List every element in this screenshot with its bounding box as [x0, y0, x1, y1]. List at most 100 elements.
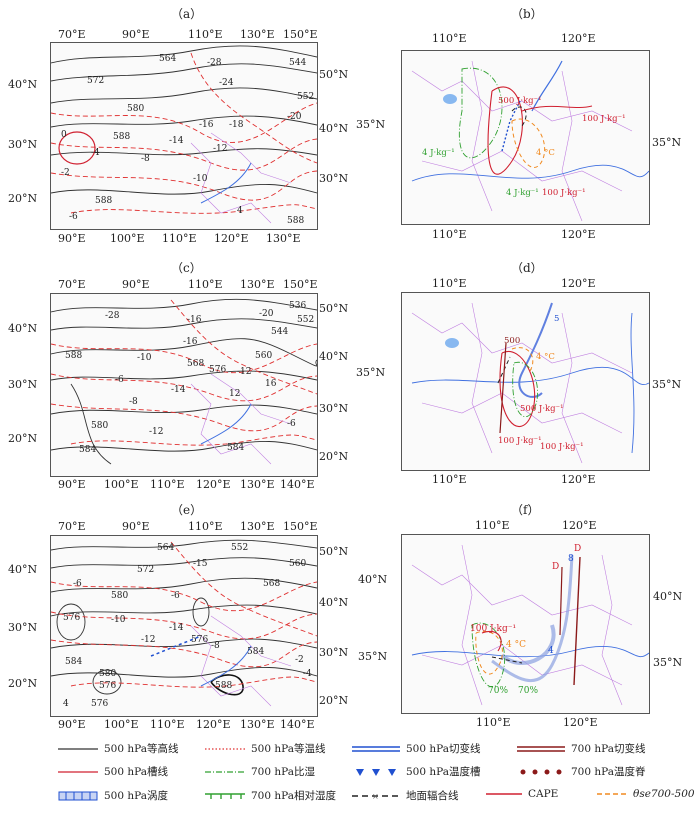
contour-label: -28 [207, 58, 222, 68]
tick: 140°E [280, 478, 315, 491]
annotation-label: 100 J·kg⁻¹ [540, 442, 584, 452]
contour-label: -12 [213, 144, 228, 154]
legend-item: 500 hPa涡度 [58, 788, 168, 803]
contour-label: 564 [157, 543, 174, 553]
legend-label: 700 hPa温度脊 [571, 766, 646, 778]
svg-text:×: × [372, 792, 379, 801]
contour-label: -28 [105, 311, 120, 321]
tick: 35°N [356, 366, 386, 379]
legend-swatch [205, 747, 245, 750]
tick: 120°E [561, 277, 596, 290]
legend-swatch [58, 791, 98, 800]
legend-label: 500 hPa等温线 [251, 743, 326, 755]
contour-label: 576 [63, 613, 80, 623]
legend-item: × 地面辐合线 [352, 788, 459, 803]
tick: 110°E [188, 520, 223, 533]
contour-label: 560 [289, 559, 306, 569]
tick: 120°E [561, 228, 596, 241]
legend-swatch [520, 769, 562, 774]
contour-label: 536 [289, 301, 306, 311]
legend-swatch [352, 745, 400, 752]
tick: 30°N [8, 621, 38, 634]
contour-label: 576 [99, 681, 116, 691]
map-d-svg: 500 4 °C 500 J·kg⁻¹ 100 J·kg⁻¹ 100 J·kg⁻… [411, 302, 649, 464]
tick: 90°E [58, 718, 86, 731]
annotation-label: 5 [554, 314, 559, 324]
tick: 110°E [188, 278, 223, 291]
tick: 150°E [283, 520, 318, 533]
tick: 120°E [561, 473, 596, 486]
legend-swatch [486, 793, 522, 795]
tick: 130°E [240, 718, 275, 731]
contour-label: 588 [113, 132, 130, 142]
contour-label: 572 [87, 76, 104, 86]
tick: 30°N [319, 172, 349, 185]
map-e-svg: 564 552 560 572 568 580 576 584 580 576 … [51, 539, 317, 709]
legend-label: θse700-500 [633, 788, 695, 800]
tick: 110°E [162, 232, 197, 245]
contour-label: 4 [237, 206, 243, 216]
contour-label: -10 [193, 174, 208, 184]
contour-label: 576 [91, 699, 108, 709]
legend-swatch [58, 770, 98, 773]
contour-label: 584 [247, 647, 264, 657]
tick: 110°E [432, 277, 467, 290]
map-panel-a: 564 572 580 588 588 -28 -24 -20 -16 -12 … [50, 42, 318, 230]
tick: 150°E [283, 278, 318, 291]
tick: 20°N [319, 450, 349, 463]
contour-label: 568 [187, 359, 204, 369]
tick: 40°N [319, 350, 349, 363]
tick: 120°E [196, 478, 231, 491]
map-c-svg: 536 544 552 560 568 576 584 584 588 580 … [51, 298, 317, 465]
annotation-label: 4 °C [536, 148, 555, 158]
contour-label: -6 [115, 375, 124, 385]
contour-label: -6 [171, 591, 180, 601]
tick: 130°E [240, 28, 275, 41]
contour-label: 4 [63, 699, 69, 709]
legend-swatch [517, 745, 565, 752]
map-panel-b: 500 J·kg⁻¹ 100 J·kg⁻¹ 4 J·kg⁻¹ 4 °C 4 J·… [401, 50, 650, 225]
panel-f-label: （f） [511, 503, 540, 517]
legend-label: 地面辐合线 [406, 790, 459, 802]
tick: 40°N [653, 590, 683, 603]
contour-label: -10 [137, 353, 152, 363]
contour-label: -6 [73, 579, 82, 589]
contour-label: 588 [287, 216, 304, 226]
legend-label: 700 hPa切变线 [571, 743, 646, 755]
map-f-svg: D D 8 100 J·kg⁻¹ 4 °C 4 70% 70% [411, 544, 649, 706]
tick: 110°E [432, 32, 467, 45]
contour-label: -16 [183, 337, 198, 347]
tick: 110°E [432, 473, 467, 486]
tick: 90°E [122, 278, 150, 291]
contour-label: -4 [91, 148, 100, 158]
contour-label: 580 [111, 591, 128, 601]
annotation-label: 4 J·kg⁻¹ [506, 188, 539, 198]
tick: 90°E [58, 232, 86, 245]
contour-label: -6 [287, 419, 296, 429]
contour-label: 564 [159, 54, 176, 64]
legend-item: 500 hPa温度槽 [352, 764, 481, 779]
contour-label: 552 [231, 543, 248, 553]
tick: 30°N [319, 402, 349, 415]
contour-label: -4 [303, 669, 312, 679]
legend-label: 500 hPa等高线 [104, 743, 179, 755]
contour-label: -15 [193, 559, 208, 569]
tick: 120°E [562, 519, 597, 532]
legend-item: 700 hPa比湿 [205, 764, 315, 779]
contour-label: 12 [229, 389, 240, 399]
tick: 110°E [476, 716, 511, 729]
legend-item: CAPE [486, 788, 558, 800]
tick: 35°N [652, 136, 682, 149]
map-panel-e: 564 552 560 572 568 580 576 584 580 576 … [50, 535, 318, 717]
contour-label: 580 [99, 669, 116, 679]
legend-item: 700 hPa切变线 [517, 741, 646, 756]
contour-label: 584 [227, 443, 244, 453]
annotation-label: 100 J·kg⁻¹ [470, 624, 516, 634]
legend-swatch: × [352, 792, 400, 801]
contour-label: 588 [65, 351, 82, 361]
tick: 110°E [188, 28, 223, 41]
annotation-label: 4 °C [536, 352, 555, 362]
contour-label: 552 [297, 315, 314, 325]
contour-label: 576 [191, 635, 208, 645]
tick: 100°E [104, 718, 139, 731]
